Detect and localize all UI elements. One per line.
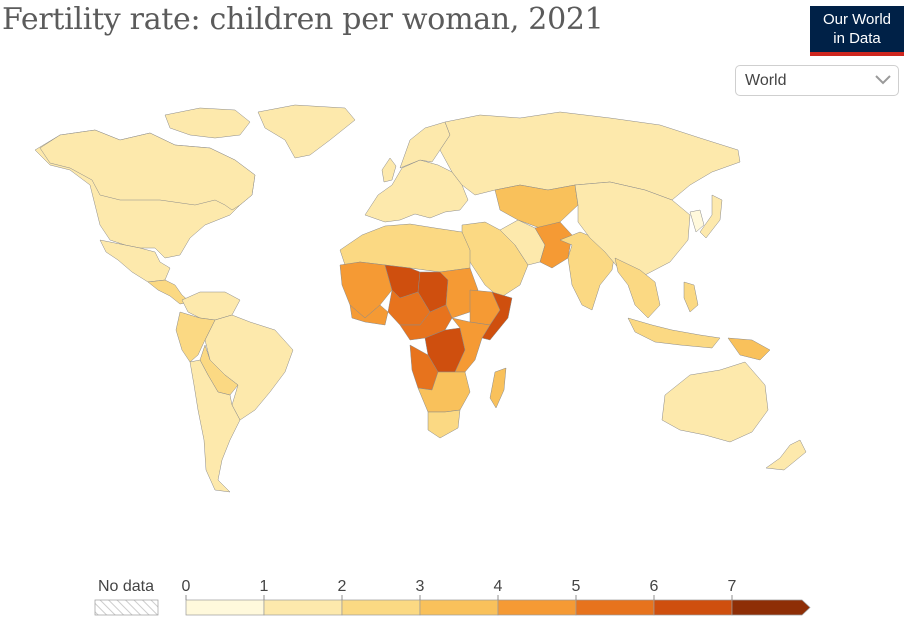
region-andean[interactable] — [175, 311, 216, 363]
region-uk[interactable] — [381, 157, 397, 183]
legend-bin-2[interactable] — [341, 599, 421, 616]
legend-bin-1[interactable] — [263, 599, 343, 616]
region-madagascar[interactable] — [489, 367, 507, 409]
region-south-africa[interactable] — [427, 409, 461, 439]
region-southern-cone[interactable] — [189, 359, 241, 493]
legend-bin-4[interactable] — [497, 599, 577, 616]
legend-tick-label: 1 — [260, 578, 269, 595]
logo-line-2: in Data — [833, 30, 881, 47]
chevron-down-icon — [875, 75, 891, 85]
region-japan[interactable] — [699, 194, 723, 239]
chart-title: Fertility rate: children per woman, 2021 — [2, 2, 604, 37]
region-coastal-west-africa[interactable] — [349, 304, 389, 326]
region-sudan[interactable] — [439, 267, 479, 319]
legend-bin-6[interactable] — [653, 599, 733, 616]
legend-tick-label: 5 — [572, 578, 581, 595]
region-canada[interactable] — [39, 129, 256, 211]
region-selector-value: World — [745, 72, 787, 89]
region-somalia[interactable] — [481, 291, 513, 341]
region-central-asia[interactable] — [494, 184, 579, 229]
region-afghanistan-pakistan[interactable] — [534, 221, 573, 269]
region-europe[interactable] — [364, 159, 469, 223]
region-philippines[interactable] — [683, 281, 699, 313]
region-canada-islands[interactable] — [164, 107, 251, 139]
legend-tick-label: 2 — [338, 578, 347, 595]
legend-bin-7[interactable] — [731, 599, 811, 616]
region-selector[interactable]: World — [735, 65, 899, 96]
legend-no-data-label: No data — [98, 578, 154, 595]
region-indonesia[interactable] — [627, 317, 721, 349]
region-east-africa[interactable] — [451, 317, 491, 373]
legend-no-data-swatch — [94, 599, 159, 616]
legend-tick-label: 3 — [416, 578, 425, 595]
legend-bin-5[interactable] — [575, 599, 655, 616]
region-china-mongolia[interactable] — [574, 181, 691, 276]
region-australia[interactable] — [661, 361, 769, 443]
legend-tick-label: 0 — [182, 578, 191, 595]
region-southeast-asia[interactable] — [614, 257, 661, 319]
legend-tick-label: 6 — [650, 578, 659, 595]
legend-bin-3[interactable] — [419, 599, 499, 616]
region-korea[interactable] — [689, 209, 705, 233]
legend-bin-0[interactable] — [185, 599, 265, 616]
region-papua-new-guinea[interactable] — [727, 337, 771, 361]
logo-line-1: Our World — [822, 11, 892, 28]
legend-tick-label: 7 — [728, 578, 737, 595]
legend-tick-label: 4 — [494, 578, 503, 595]
owid-logo[interactable]: Our World in Data — [810, 6, 904, 56]
world-map — [34, 104, 807, 493]
region-greenland[interactable] — [257, 104, 356, 159]
region-new-zealand[interactable] — [765, 439, 807, 471]
region-mexico[interactable] — [99, 239, 171, 283]
